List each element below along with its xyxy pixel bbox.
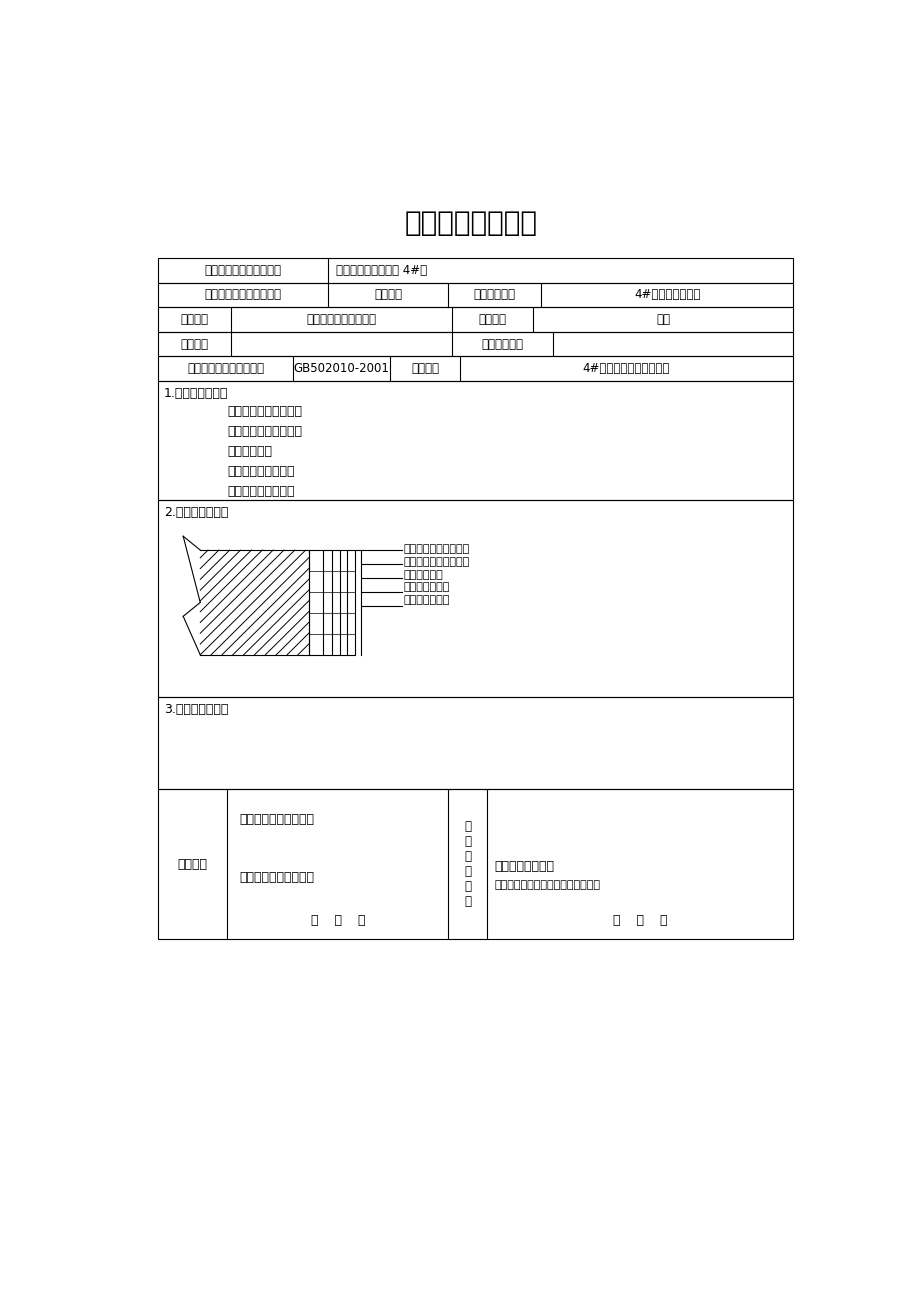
Text: （建设单位项目专业技术负责人）：: （建设单位项目专业技术负责人）：: [494, 880, 600, 891]
Bar: [157, 357, 792, 381]
Text: 年    月    日: 年 月 日: [612, 914, 666, 927]
Text: 监
理
建
设
单
位: 监 理 建 设 单 位: [463, 820, 471, 909]
Text: 项目经理: 项目经理: [478, 312, 506, 326]
Text: 工程项目技术负责人：: 工程项目技术负责人：: [239, 871, 313, 884]
Text: GB502010-2001: GB502010-2001: [293, 362, 390, 375]
Text: 外墙基层腻子批刮打底: 外墙基层腻子批刮打底: [403, 543, 469, 553]
Text: 外墙基层腻子批刮盖面: 外墙基层腻子批刮盖面: [227, 426, 302, 439]
Text: 4#楼南立面外墙面漆涂刷: 4#楼南立面外墙面漆涂刷: [582, 362, 669, 375]
Text: 项目专业质量检查员：: 项目专业质量检查员：: [239, 814, 313, 827]
Text: 1.隐蔽工程内容：: 1.隐蔽工程内容：: [164, 387, 228, 400]
Text: 施工单位: 施工单位: [180, 312, 209, 326]
Bar: [157, 789, 792, 939]
Text: 第二道面漆涂刷: 第二道面漆涂刷: [403, 595, 449, 605]
Text: 第一道面漆涂刷: 第一道面漆涂刷: [403, 582, 449, 592]
Text: 隐蔽工程验收记录: 隐蔽工程验收记录: [404, 210, 538, 237]
Text: 验收部位: 验收部位: [411, 362, 438, 375]
Bar: [157, 500, 792, 697]
Text: 李程: 李程: [655, 312, 670, 326]
Text: 4#楼外墙涂料涂刷: 4#楼外墙涂料涂刷: [633, 288, 699, 301]
Text: 2.隐蔽工程图示：: 2.隐蔽工程图示：: [164, 506, 228, 519]
Text: 分部（子分部）工程名称: 分部（子分部）工程名称: [204, 288, 281, 301]
Text: 青岛胶城建筑有限公司: 青岛胶城建筑有限公司: [306, 312, 376, 326]
Text: 装饰装修: 装饰装修: [374, 288, 402, 301]
Text: 王台星火。阳光学苑 4#楼: 王台星火。阳光学苑 4#楼: [335, 264, 426, 277]
Text: 外墙底漆涂刷: 外墙底漆涂刷: [403, 570, 443, 579]
Text: 外墙底漆涂刷: 外墙底漆涂刷: [227, 445, 272, 458]
Bar: [157, 381, 792, 500]
Bar: [157, 307, 792, 332]
Text: 分包单位: 分包单位: [180, 337, 209, 350]
Text: 施工单位: 施工单位: [177, 858, 208, 871]
Text: 施工执行标准名称及编号: 施工执行标准名称及编号: [187, 362, 264, 375]
Text: 专业监理工程师：: 专业监理工程师：: [494, 859, 554, 872]
Text: 外墙基层腻子批刮盖面: 外墙基层腻子批刮盖面: [403, 557, 469, 568]
Text: 外墙基层腻子批刮打底: 外墙基层腻子批刮打底: [227, 405, 302, 418]
Bar: [157, 332, 792, 357]
Bar: [309, 549, 355, 655]
Text: 分项工程名称: 分项工程名称: [473, 288, 516, 301]
Text: 单位（子单位）工程名称: 单位（子单位）工程名称: [204, 264, 281, 277]
Text: 3.检查验收意见：: 3.检查验收意见：: [164, 703, 228, 716]
Bar: [157, 697, 792, 789]
Text: 外墙第二道面漆涂刷: 外墙第二道面漆涂刷: [227, 486, 295, 499]
Text: 分包项目经理: 分包项目经理: [481, 337, 523, 350]
Text: 年    月    日: 年 月 日: [311, 914, 365, 927]
Bar: [157, 283, 792, 307]
Text: 外墙第一道面漆涂刷: 外墙第一道面漆涂刷: [227, 465, 295, 478]
Bar: [157, 258, 792, 283]
